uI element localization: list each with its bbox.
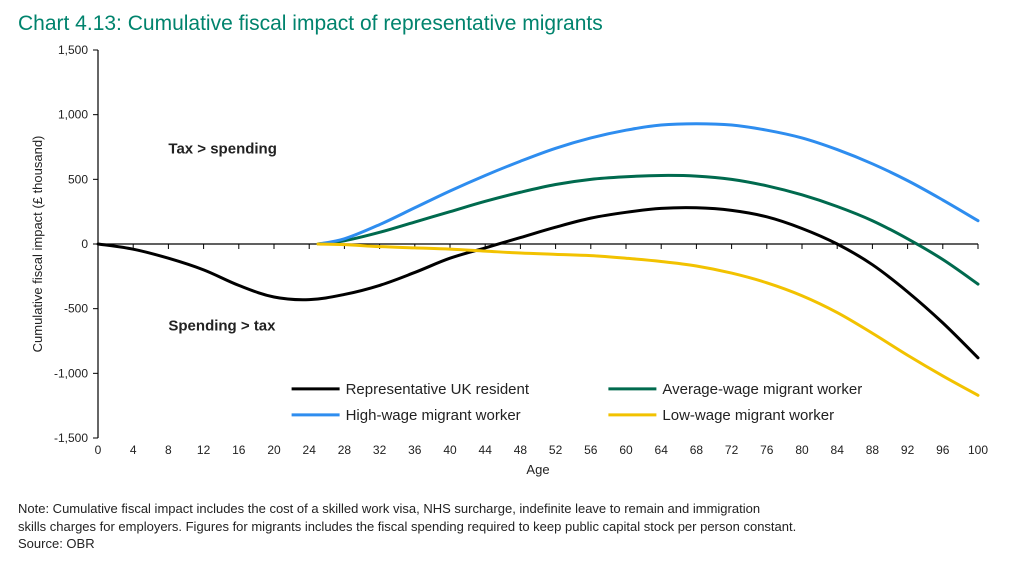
series-line-2 [318, 124, 978, 244]
y-tick-label: -1,000 [54, 366, 88, 380]
x-tick-label: 12 [197, 443, 211, 457]
x-tick-label: 84 [831, 443, 845, 457]
series-line-3 [318, 244, 978, 395]
note-line-3: Source: OBR [18, 536, 95, 551]
chart-title: Chart 4.13: Cumulative fiscal impact of … [18, 12, 1006, 36]
y-tick-label: -1,500 [54, 431, 88, 445]
x-tick-label: 72 [725, 443, 739, 457]
x-tick-label: 64 [655, 443, 669, 457]
x-tick-label: 76 [760, 443, 774, 457]
x-tick-label: 28 [338, 443, 352, 457]
y-tick-label: -500 [64, 302, 88, 316]
annotation-bottom: Spending > tax [168, 318, 276, 335]
x-tick-label: 60 [619, 443, 633, 457]
x-tick-label: 4 [130, 443, 137, 457]
note-line-2: skills charges for employers. Figures fo… [18, 519, 796, 534]
x-tick-label: 0 [95, 443, 102, 457]
x-tick-label: 56 [584, 443, 598, 457]
x-tick-label: 16 [232, 443, 246, 457]
x-tick-label: 68 [690, 443, 704, 457]
x-tick-label: 40 [443, 443, 457, 457]
x-tick-label: 48 [514, 443, 528, 457]
legend-label-0: Representative UK resident [346, 381, 530, 398]
annotation-top: Tax > spending [168, 140, 277, 157]
chart-svg: -1,500-1,000-50005001,0001,5000481216202… [18, 40, 998, 490]
chart-note: Note: Cumulative fiscal impact includes … [18, 500, 1006, 553]
chart-area: -1,500-1,000-50005001,0001,5000481216202… [18, 40, 998, 490]
x-tick-label: 32 [373, 443, 387, 457]
legend-label-3: Low-wage migrant worker [662, 407, 834, 424]
y-tick-label: 0 [81, 237, 88, 251]
x-tick-label: 80 [795, 443, 809, 457]
y-tick-label: 1,000 [58, 108, 88, 122]
legend-label-2: High-wage migrant worker [346, 407, 521, 424]
x-tick-label: 96 [936, 443, 950, 457]
x-tick-label: 24 [303, 443, 317, 457]
x-tick-label: 20 [267, 443, 281, 457]
series-line-0 [98, 208, 978, 358]
x-tick-label: 52 [549, 443, 563, 457]
y-tick-label: 500 [68, 172, 88, 186]
x-tick-label: 92 [901, 443, 915, 457]
x-tick-label: 8 [165, 443, 172, 457]
x-tick-label: 100 [968, 443, 988, 457]
x-tick-label: 36 [408, 443, 422, 457]
x-tick-label: 44 [479, 443, 493, 457]
x-tick-label: 88 [866, 443, 880, 457]
note-line-1: Note: Cumulative fiscal impact includes … [18, 501, 760, 516]
y-axis-label: Cumulative fiscal impact (£ thousand) [30, 136, 45, 353]
y-tick-label: 1,500 [58, 43, 88, 57]
x-axis-label: Age [526, 462, 549, 477]
legend-label-1: Average-wage migrant worker [662, 381, 862, 398]
